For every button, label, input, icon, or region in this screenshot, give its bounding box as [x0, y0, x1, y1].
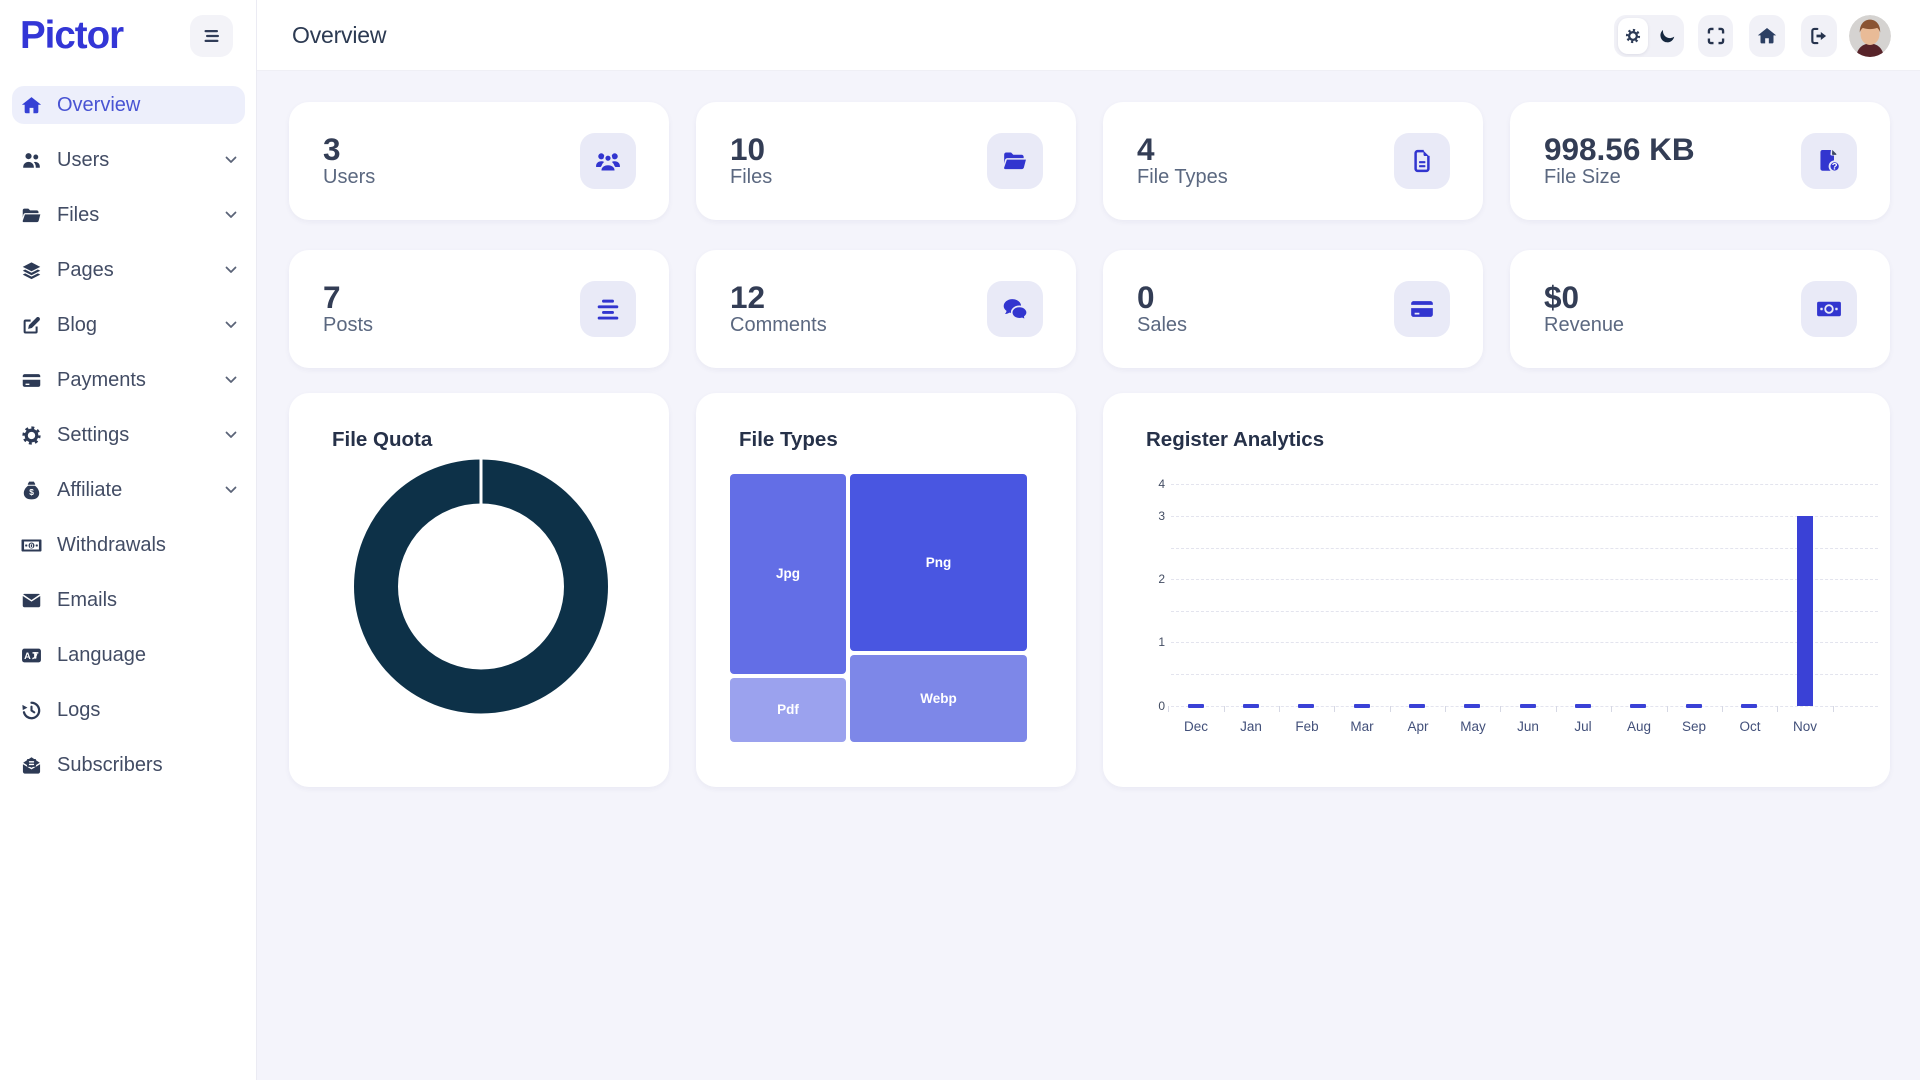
svg-text:A: A [24, 651, 31, 661]
svg-text:$: $ [29, 487, 34, 497]
svg-text:?: ? [1832, 162, 1838, 173]
svg-text:0: 0 [30, 543, 34, 550]
